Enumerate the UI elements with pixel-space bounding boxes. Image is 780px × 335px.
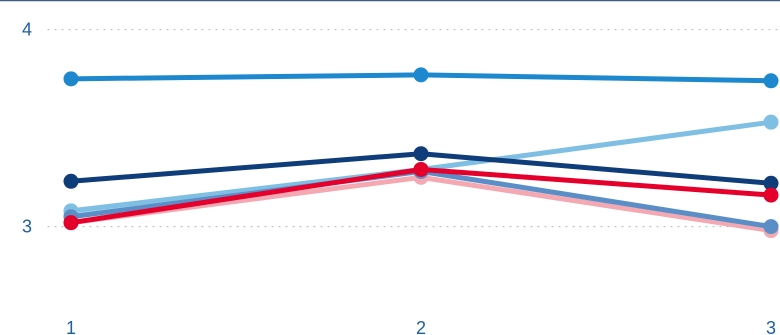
x-tick-label: 3 bbox=[766, 318, 776, 335]
series-7 bbox=[63, 67, 779, 89]
data-point[interactable] bbox=[763, 219, 779, 235]
y-tick-labels: 34 bbox=[22, 20, 32, 237]
data-point[interactable] bbox=[763, 114, 779, 130]
data-point[interactable] bbox=[413, 146, 429, 162]
gridlines bbox=[47, 28, 780, 228]
data-point[interactable] bbox=[413, 161, 429, 177]
x-tick-label: 1 bbox=[66, 318, 76, 335]
data-point[interactable] bbox=[413, 67, 429, 83]
data-point[interactable] bbox=[63, 71, 79, 87]
data-point[interactable] bbox=[63, 173, 79, 189]
x-tick-label: 2 bbox=[416, 318, 426, 335]
series-group bbox=[63, 67, 779, 239]
data-point[interactable] bbox=[763, 175, 779, 191]
y-tick-label: 3 bbox=[22, 217, 32, 237]
x-tick-labels: 1 2 3 bbox=[66, 318, 776, 335]
series-6 bbox=[63, 161, 779, 231]
data-point[interactable] bbox=[63, 215, 79, 231]
data-point[interactable] bbox=[763, 187, 779, 203]
data-point[interactable] bbox=[763, 73, 779, 89]
series-5 bbox=[63, 146, 779, 191]
y-tick-label: 4 bbox=[22, 20, 32, 40]
